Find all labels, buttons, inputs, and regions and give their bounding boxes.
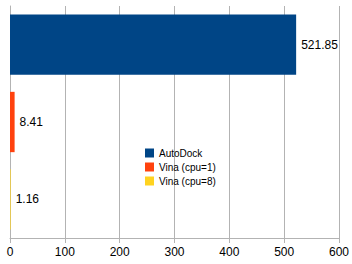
svg-text:Vina (cpu=1): Vina (cpu=1) xyxy=(159,162,216,173)
svg-text:Vina (cpu=8): Vina (cpu=8) xyxy=(159,176,216,187)
svg-text:600: 600 xyxy=(329,245,349,259)
svg-text:500: 500 xyxy=(274,245,294,259)
svg-text:8.41: 8.41 xyxy=(20,115,44,129)
svg-text:AutoDock: AutoDock xyxy=(159,148,203,159)
svg-text:300: 300 xyxy=(164,245,184,259)
svg-text:400: 400 xyxy=(219,245,239,259)
svg-text:200: 200 xyxy=(110,245,130,259)
svg-text:0: 0 xyxy=(7,245,14,259)
svg-text:521.85: 521.85 xyxy=(301,38,338,52)
svg-text:100: 100 xyxy=(55,245,75,259)
svg-text:1.16: 1.16 xyxy=(16,192,40,206)
